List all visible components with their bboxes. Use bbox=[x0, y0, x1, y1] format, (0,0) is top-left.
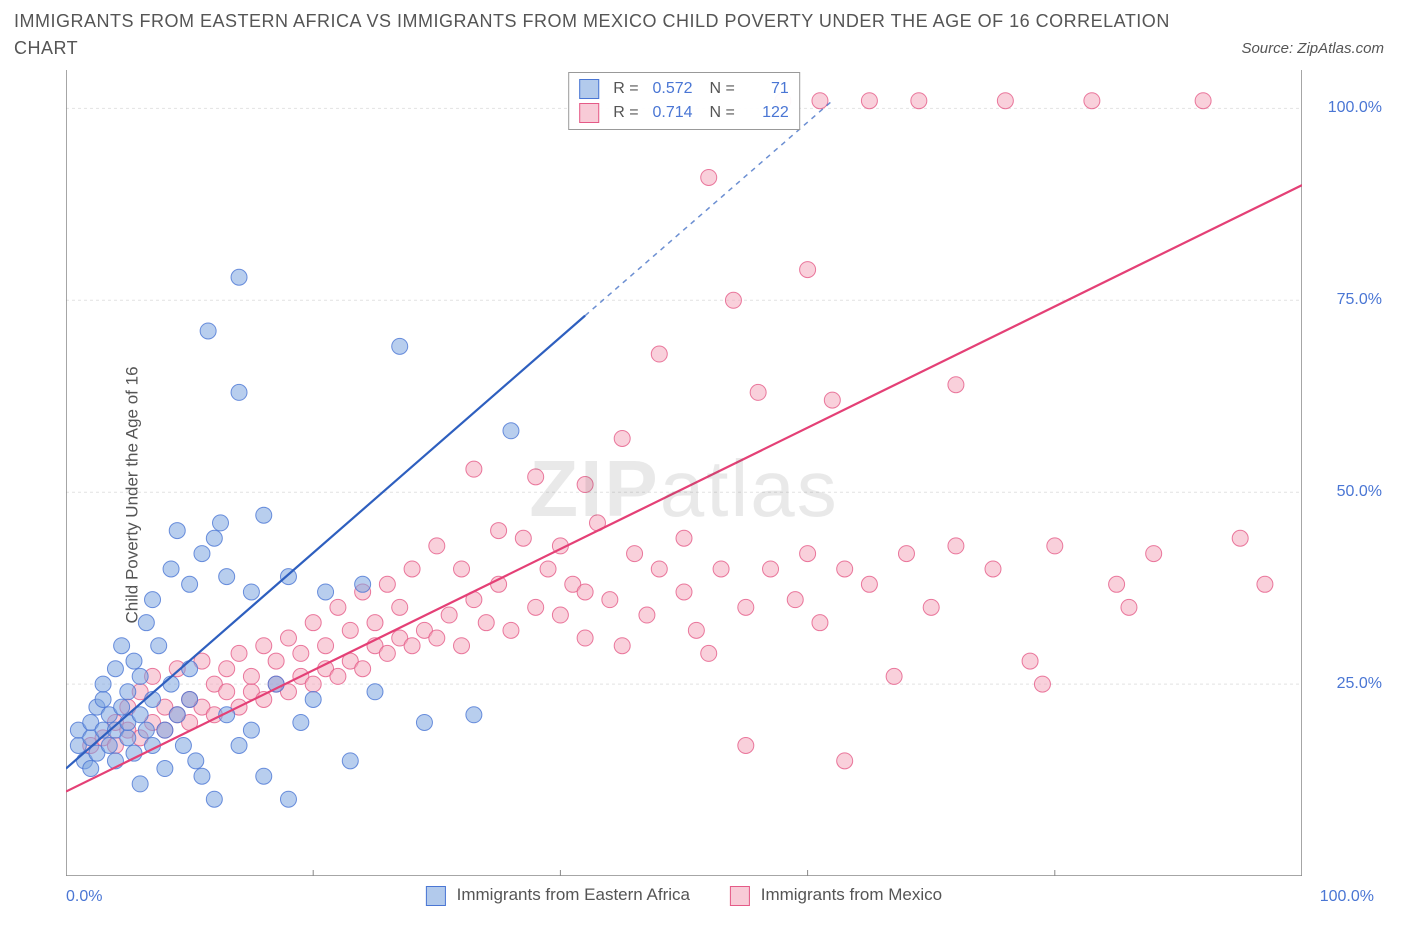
stats-row-eastern-africa: R = 0.572 N = 71 bbox=[579, 77, 789, 101]
legend-label-mexico: Immigrants from Mexico bbox=[761, 885, 942, 904]
plot-area: ZIPatlas R = 0.572 N = 71 R = 0.714 N = … bbox=[66, 70, 1302, 876]
chart-container: Child Poverty Under the Age of 16 ZIPatl… bbox=[14, 70, 1392, 920]
n-label: N = bbox=[701, 101, 735, 125]
plot-svg bbox=[66, 70, 1302, 876]
swatch-eastern-africa bbox=[579, 79, 599, 99]
stats-legend-box: R = 0.572 N = 71 R = 0.714 N = 122 bbox=[568, 72, 800, 130]
y-tick-label: 50.0% bbox=[1337, 483, 1382, 501]
n-value-eastern-africa: 71 bbox=[743, 77, 789, 101]
legend-item-mexico: Immigrants from Mexico bbox=[730, 885, 942, 906]
n-label: N = bbox=[701, 77, 735, 101]
y-tick-label: 100.0% bbox=[1328, 99, 1382, 117]
swatch-mexico bbox=[579, 103, 599, 123]
x-tick-max: 100.0% bbox=[1320, 888, 1374, 906]
r-value-mexico: 0.714 bbox=[647, 101, 693, 125]
stats-row-mexico: R = 0.714 N = 122 bbox=[579, 101, 789, 125]
x-tick-min: 0.0% bbox=[66, 888, 102, 906]
legend-swatch-mexico bbox=[730, 886, 750, 906]
legend-label-eastern-africa: Immigrants from Eastern Africa bbox=[457, 885, 690, 904]
y-tick-label: 75.0% bbox=[1337, 291, 1382, 309]
chart-title: IMMIGRANTS FROM EASTERN AFRICA VS IMMIGR… bbox=[14, 8, 1206, 62]
source-label: Source: ZipAtlas.com bbox=[1241, 40, 1384, 57]
y-tick-label: 25.0% bbox=[1337, 675, 1382, 693]
n-value-mexico: 122 bbox=[743, 101, 789, 125]
legend-item-eastern-africa: Immigrants from Eastern Africa bbox=[426, 885, 690, 906]
r-value-eastern-africa: 0.572 bbox=[647, 77, 693, 101]
r-label: R = bbox=[613, 77, 638, 101]
r-label: R = bbox=[613, 101, 638, 125]
series-legend: Immigrants from Eastern Africa Immigrant… bbox=[426, 885, 942, 906]
legend-swatch-eastern-africa bbox=[426, 886, 446, 906]
